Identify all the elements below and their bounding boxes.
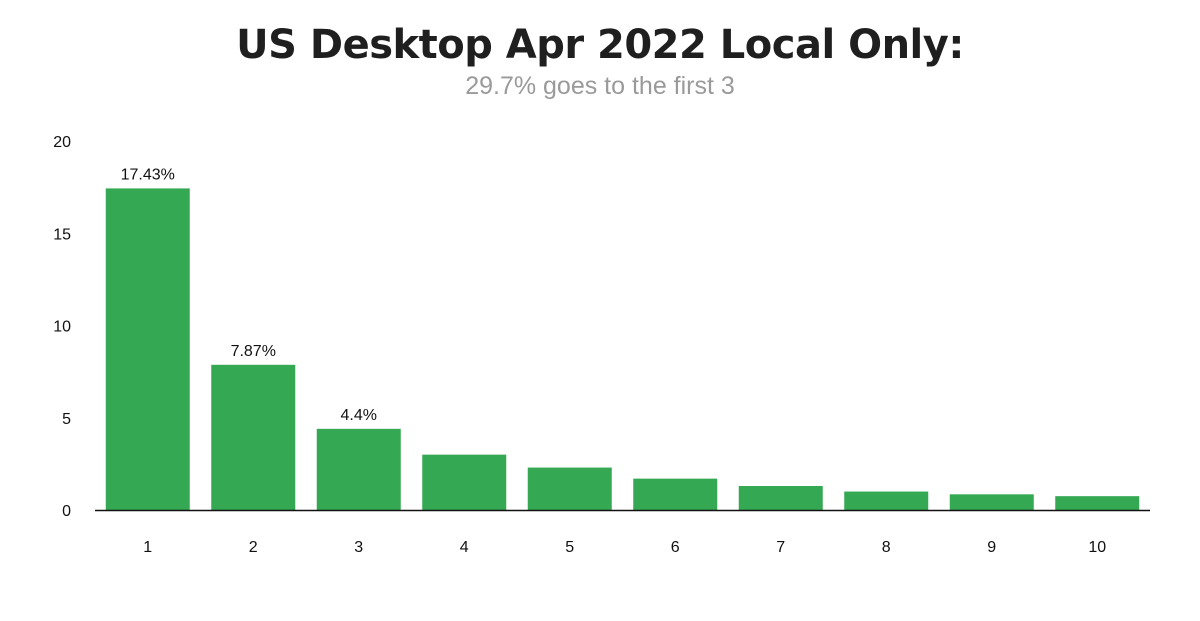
x-tick-label: 8 xyxy=(882,539,891,556)
bar xyxy=(633,478,718,510)
y-tick-label: 10 xyxy=(53,319,71,336)
y-tick-label: 5 xyxy=(62,411,71,428)
bar xyxy=(1055,496,1140,510)
bar-value-label: 4.4% xyxy=(341,407,377,424)
bar xyxy=(211,364,296,510)
x-tick-label: 1 xyxy=(143,539,152,556)
bar xyxy=(105,188,190,510)
bar xyxy=(949,494,1034,510)
chart-title: US Desktop Apr 2022 Local Only: xyxy=(236,22,964,68)
x-tick-label: 4 xyxy=(460,539,469,556)
x-tick-label: 10 xyxy=(1088,539,1106,556)
bar xyxy=(422,454,507,510)
x-tick-label: 9 xyxy=(987,539,996,556)
bar-value-label: 17.43% xyxy=(121,166,175,183)
y-tick-label: 15 xyxy=(53,226,71,243)
bar xyxy=(844,491,929,510)
bar xyxy=(316,428,401,510)
x-tick-label: 7 xyxy=(776,539,785,556)
x-axis-ticks: 1 2 3 4 5 6 7 8 9 10 xyxy=(143,539,1106,556)
y-axis-ticks: 0 5 10 15 20 xyxy=(53,134,71,520)
data-labels: 17.43% 7.87% 4.4% xyxy=(121,166,377,423)
y-tick-label: 20 xyxy=(53,134,71,151)
bar-value-label: 7.87% xyxy=(231,343,276,360)
bars xyxy=(105,188,1140,510)
bar xyxy=(738,486,823,510)
x-tick-label: 6 xyxy=(671,539,680,556)
chart-subtitle: 29.7% goes to the first 3 xyxy=(465,72,735,100)
y-tick-label: 0 xyxy=(62,503,71,520)
bar xyxy=(527,467,612,510)
x-tick-label: 5 xyxy=(565,539,574,556)
x-tick-label: 3 xyxy=(354,539,363,556)
x-tick-label: 2 xyxy=(249,539,258,556)
